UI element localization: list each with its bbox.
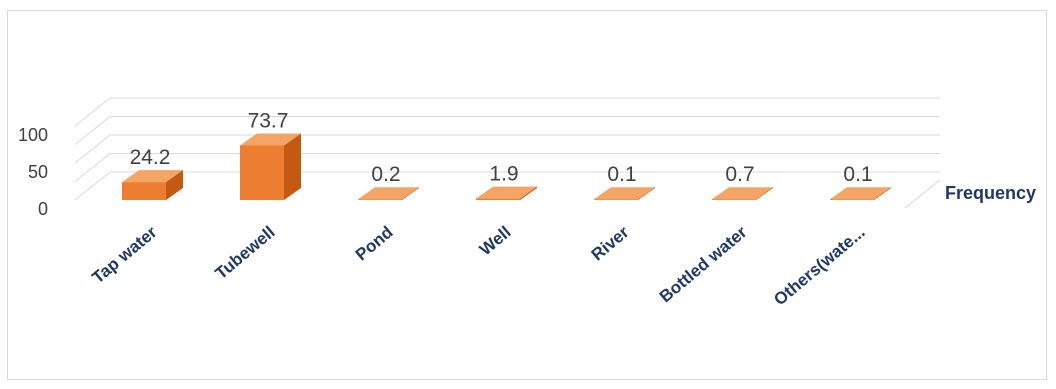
gridline xyxy=(74,134,940,164)
bar-front xyxy=(830,199,874,200)
gridline xyxy=(74,171,940,201)
data-label: 0.1 xyxy=(843,163,872,186)
bar xyxy=(712,187,773,200)
category-label: Pond xyxy=(352,223,397,265)
bar-front xyxy=(122,182,166,200)
bar-top xyxy=(240,133,301,146)
y-tick-label: 50 xyxy=(28,162,48,182)
floor-edge xyxy=(904,179,941,209)
data-labels: 24.2 73.7 0.2 1.9 0.1 0.7 0.1 xyxy=(130,109,873,186)
data-label: 0.7 xyxy=(725,163,754,186)
bar-top xyxy=(830,187,891,200)
bar-front xyxy=(476,198,520,200)
bar-side xyxy=(638,187,655,200)
data-label: 24.2 xyxy=(130,146,171,169)
bars xyxy=(122,133,891,200)
bar-side xyxy=(520,186,537,200)
bar xyxy=(122,170,183,200)
bar-front xyxy=(240,145,284,200)
category-label: Well xyxy=(476,223,515,260)
y-axis-ticks: 0 50 100 xyxy=(18,125,48,219)
bar-side xyxy=(284,133,301,200)
bar-front xyxy=(594,199,638,200)
bar-front xyxy=(712,199,756,200)
gridline xyxy=(74,97,940,127)
gridline xyxy=(74,153,940,182)
bar-top xyxy=(476,186,537,199)
y-tick-label: 100 xyxy=(18,125,48,145)
bar-top xyxy=(122,170,183,183)
gridline xyxy=(74,116,940,145)
data-label: 0.2 xyxy=(371,163,400,186)
category-label: Bottled water xyxy=(656,222,751,306)
bar xyxy=(476,186,537,200)
data-label: 1.9 xyxy=(489,163,518,186)
bar-side xyxy=(874,187,891,200)
bar-top xyxy=(712,187,773,200)
bar-front xyxy=(358,199,402,200)
gridlines xyxy=(74,97,941,209)
y-tick-label: 0 xyxy=(38,199,48,219)
bar xyxy=(240,133,301,200)
bar xyxy=(358,187,419,200)
bar-side xyxy=(756,187,773,200)
data-label: 73.7 xyxy=(248,109,289,132)
bar-side xyxy=(402,187,419,200)
data-label: 0.1 xyxy=(607,163,636,186)
category-label: Others(wate... xyxy=(770,223,868,310)
bar-top xyxy=(358,187,419,200)
bar xyxy=(594,187,655,200)
category-labels: Tap water Tubewell Pond Well River Bottled wa… xyxy=(89,222,869,309)
category-label: Tubewell xyxy=(212,223,279,284)
bar xyxy=(830,187,891,200)
bar-top xyxy=(594,187,655,200)
category-label: River xyxy=(588,222,633,264)
bar-side xyxy=(166,170,183,200)
category-label: Tap water xyxy=(89,222,161,287)
legend-entry: Frequency xyxy=(945,183,1036,203)
